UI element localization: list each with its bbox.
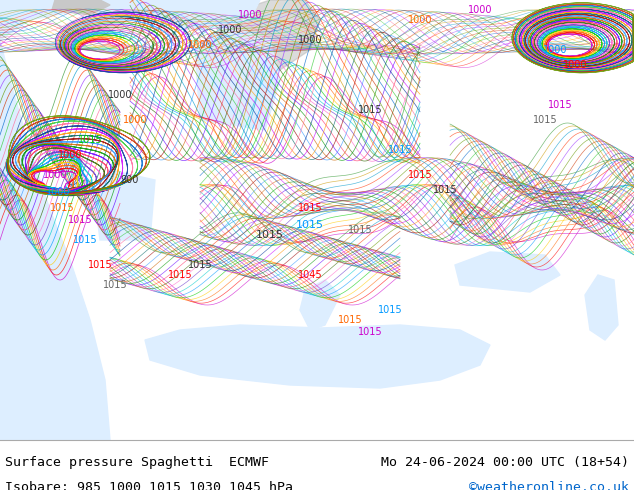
Text: 900: 900: [121, 175, 139, 185]
Text: 1000: 1000: [46, 187, 70, 197]
Text: 1015: 1015: [87, 260, 112, 270]
Text: 1015: 1015: [256, 230, 284, 240]
Text: 1000: 1000: [408, 15, 432, 25]
Text: 1015: 1015: [73, 235, 97, 245]
Text: ©weatheronline.co.uk: ©weatheronline.co.uk: [469, 481, 629, 490]
Polygon shape: [0, 0, 110, 440]
Text: 1015: 1015: [548, 100, 573, 110]
Text: 1000: 1000: [123, 115, 147, 125]
Text: 1015: 1015: [533, 115, 557, 125]
Text: 1000: 1000: [217, 25, 242, 35]
Text: 1015: 1015: [298, 203, 322, 213]
Text: 1015: 1015: [296, 220, 324, 230]
Text: 1000: 1000: [58, 150, 82, 160]
Text: 1015: 1015: [347, 225, 372, 235]
Polygon shape: [52, 0, 110, 15]
Polygon shape: [585, 275, 618, 340]
Text: 1000: 1000: [42, 170, 67, 180]
Text: 1015: 1015: [338, 315, 362, 325]
Text: 1015: 1015: [432, 185, 457, 195]
Polygon shape: [145, 325, 490, 388]
Text: 1015: 1015: [78, 135, 102, 145]
Text: 1000: 1000: [468, 5, 492, 15]
Text: 1015: 1015: [49, 203, 74, 213]
Text: 1045: 1045: [298, 270, 322, 280]
Text: 1015: 1015: [167, 270, 192, 280]
Polygon shape: [0, 0, 260, 40]
Text: 1000: 1000: [543, 45, 567, 55]
Polygon shape: [195, 25, 280, 130]
Text: 1000: 1000: [298, 35, 322, 45]
Text: 1015: 1015: [387, 145, 412, 155]
Text: Isobare: 985 1000 1015 1030 1045 hPa: Isobare: 985 1000 1015 1030 1045 hPa: [5, 481, 293, 490]
Polygon shape: [300, 280, 340, 330]
Text: 1015: 1015: [378, 305, 403, 315]
Text: 1015: 1015: [358, 105, 382, 115]
Text: 1015: 1015: [188, 260, 212, 270]
Text: 1000: 1000: [108, 90, 133, 100]
Text: 1000: 1000: [563, 60, 587, 70]
Polygon shape: [215, 0, 320, 80]
Text: Surface pressure Spaghetti  ECMWF: Surface pressure Spaghetti ECMWF: [5, 456, 269, 469]
Text: 1000: 1000: [238, 10, 262, 20]
Text: 1015: 1015: [358, 327, 382, 337]
Text: 1000: 1000: [188, 40, 212, 50]
Polygon shape: [95, 170, 155, 240]
Text: 1015: 1015: [408, 170, 432, 180]
Text: Mo 24-06-2024 00:00 UTC (18+54): Mo 24-06-2024 00:00 UTC (18+54): [381, 456, 629, 469]
Text: 1015: 1015: [103, 280, 127, 290]
Polygon shape: [455, 252, 560, 292]
Text: 1015: 1015: [68, 215, 93, 225]
